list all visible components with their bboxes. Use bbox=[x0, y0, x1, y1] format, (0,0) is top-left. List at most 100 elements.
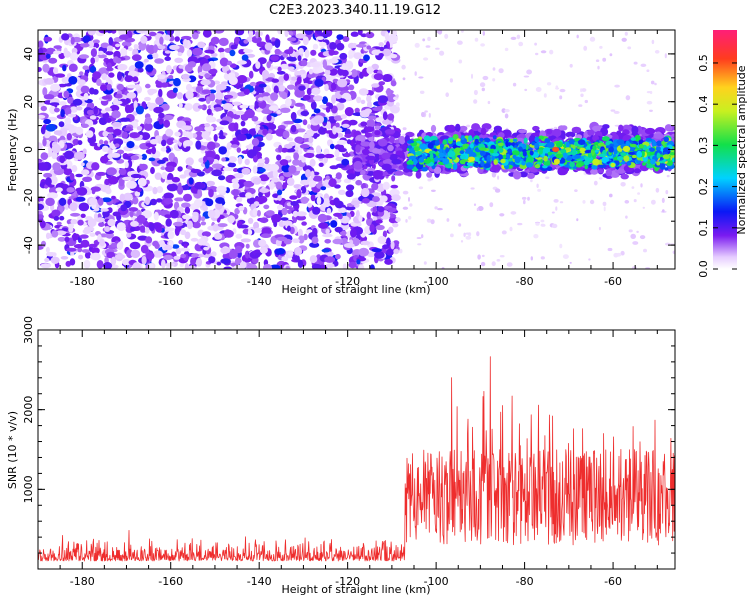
spectrogram-cell bbox=[661, 197, 665, 203]
spectrogram-cell bbox=[336, 102, 345, 111]
spectrogram-cell bbox=[387, 144, 394, 152]
spectrogram-cell bbox=[634, 134, 641, 142]
spectrogram-cell bbox=[366, 251, 376, 258]
spectrogram-cell bbox=[261, 69, 270, 79]
spectrogram-cell bbox=[283, 238, 292, 245]
spectrogram-cell bbox=[190, 257, 196, 266]
spectrogram-cell bbox=[651, 199, 656, 205]
spectrogram-cell bbox=[664, 124, 673, 132]
spectrogram-cell bbox=[446, 218, 450, 222]
spectrogram-cell bbox=[387, 207, 397, 213]
spectrogram-cell bbox=[69, 173, 75, 181]
spectrogram-cell bbox=[238, 224, 249, 229]
spectrogram-cell bbox=[268, 105, 279, 111]
spectrogram-cell bbox=[135, 105, 144, 115]
spectrogram-cell bbox=[414, 42, 420, 48]
spectrogram-cell bbox=[546, 82, 552, 86]
spectrogram-cell bbox=[576, 218, 579, 222]
spectrogram-cell bbox=[367, 115, 377, 120]
spectrogram-cell bbox=[88, 243, 98, 248]
spectrogram-cell bbox=[396, 94, 399, 98]
spectrogram-cell bbox=[127, 47, 133, 51]
spectrogram-cell bbox=[356, 96, 362, 104]
spectrogram-cell bbox=[646, 69, 650, 72]
spectrogram-cell bbox=[429, 177, 434, 181]
spectrogram-cell bbox=[144, 227, 150, 234]
spectrogram-cell bbox=[72, 98, 83, 106]
spectrogram-cell bbox=[358, 215, 363, 222]
spectrogram-cell bbox=[262, 263, 273, 269]
spectrogram-cell bbox=[292, 159, 301, 166]
spectrogram-cell bbox=[302, 94, 311, 101]
spectrogram-cell bbox=[104, 107, 112, 112]
spectrogram-cell bbox=[274, 48, 281, 55]
spectrogram-cell bbox=[326, 121, 331, 130]
spectrogram-cell bbox=[374, 152, 381, 161]
spectrogram-cell bbox=[439, 50, 445, 56]
spectrogram-cell bbox=[47, 192, 58, 199]
spectrogram-cell bbox=[62, 64, 67, 72]
spectrogram-cell bbox=[115, 43, 121, 48]
spectrogram-cell bbox=[319, 32, 331, 37]
spectrogram-cell bbox=[106, 167, 117, 176]
spectrogram-cell bbox=[322, 96, 328, 105]
spectrogram-cell bbox=[325, 175, 330, 180]
spectrogram-cell bbox=[431, 189, 436, 192]
spectrogram-cell bbox=[58, 197, 67, 206]
spectrogram-cell bbox=[252, 177, 262, 185]
spectrogram-cell bbox=[145, 252, 155, 260]
spectrogram-cell bbox=[58, 52, 66, 60]
spectrogram-cell bbox=[300, 196, 309, 204]
spectrogram-cell bbox=[161, 139, 167, 147]
spectrogram-cell bbox=[377, 95, 389, 104]
spectrogram-cell bbox=[106, 83, 112, 91]
spectrogram-cell bbox=[632, 241, 639, 245]
spectrogram-cell bbox=[277, 85, 286, 92]
spectrogram-cell bbox=[489, 202, 494, 208]
spectrogram-cell bbox=[360, 141, 371, 147]
spectrogram-cell bbox=[378, 139, 388, 147]
spectrogram-cell bbox=[92, 71, 101, 80]
spectrogram-cell bbox=[316, 30, 322, 35]
spectrogram-cell bbox=[166, 183, 178, 192]
spectrogram-cell bbox=[191, 211, 199, 216]
spectrogram-cell bbox=[174, 131, 181, 137]
spectrogram-cell bbox=[386, 237, 391, 247]
spectrogram-cell bbox=[192, 102, 201, 112]
spectrogram-cell bbox=[301, 156, 306, 163]
spectrogram-cell bbox=[336, 42, 345, 51]
spectrogram-cell bbox=[90, 57, 96, 65]
spectrogram-cell bbox=[299, 144, 310, 149]
spectrogram-cell bbox=[324, 256, 336, 263]
spectrogram-cell bbox=[45, 53, 51, 59]
spectrogram-cell bbox=[122, 176, 133, 181]
spectrogram-cell bbox=[614, 84, 620, 88]
spectrogram-cell bbox=[248, 70, 254, 79]
spectrogram-cell bbox=[295, 215, 307, 221]
spectrogram-cell bbox=[289, 226, 295, 235]
spectrogram-cell bbox=[344, 133, 353, 138]
spectrogram-cell bbox=[150, 138, 158, 145]
spectrogram-cell bbox=[366, 45, 372, 50]
spectrogram-cell bbox=[243, 49, 254, 53]
spectrogram-cell bbox=[284, 143, 293, 149]
spectrogram-cell bbox=[172, 139, 178, 144]
spectrogram-cell bbox=[49, 105, 57, 115]
spectrogram-cell bbox=[77, 247, 83, 253]
spectrogram-cell bbox=[51, 209, 61, 217]
spectrogram-cell bbox=[92, 89, 99, 95]
spectrogram-cell bbox=[312, 43, 319, 50]
spectrogram-cell bbox=[157, 74, 166, 80]
spectrogram-cell bbox=[215, 83, 227, 91]
spectrogram-cell bbox=[77, 79, 86, 86]
spectrogram-cell bbox=[169, 44, 180, 50]
spectrogram-cell bbox=[518, 129, 528, 134]
spectrogram-cell bbox=[124, 75, 134, 83]
spectrogram-cell bbox=[308, 136, 314, 144]
spectrogram-cell bbox=[359, 170, 366, 176]
spectrogram-cell bbox=[39, 220, 46, 229]
spectrogram-cell bbox=[45, 246, 50, 253]
spectrogram-cell bbox=[165, 218, 172, 227]
spectrogram-cell bbox=[218, 37, 229, 47]
spectrogram-cell bbox=[180, 253, 187, 259]
